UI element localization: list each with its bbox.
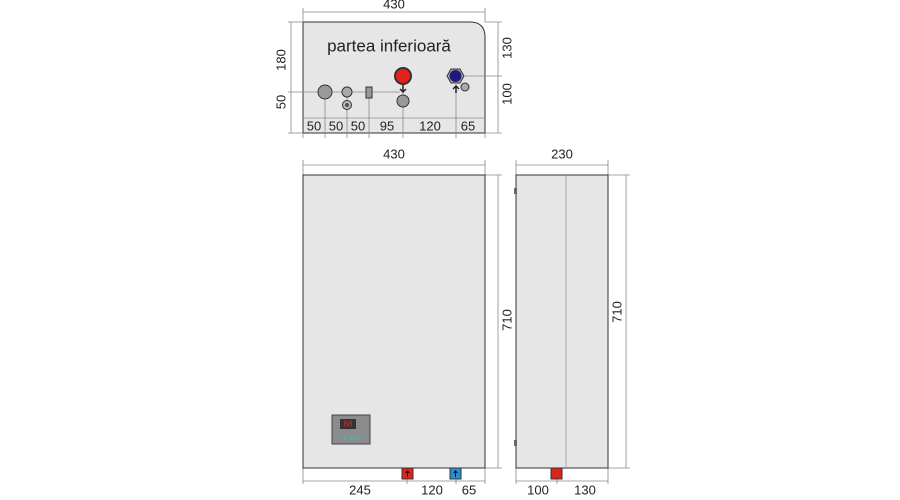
boiler-side (515, 174, 609, 469)
drain (396, 94, 410, 108)
dimension-label: 120 (419, 118, 441, 133)
switch (365, 86, 373, 99)
dimension-lines (302, 160, 502, 484)
dimension-label: 50 (307, 118, 321, 133)
valve-core (345, 103, 349, 107)
bottom-view: partea inferioară 430 180 50 130 100 50 … (273, 0, 514, 138)
bracket (514, 188, 517, 194)
dimension-label: 230 (551, 146, 573, 161)
bracket (514, 440, 517, 446)
dimension-label: 180 (273, 49, 288, 71)
dimension-label: 120 (421, 482, 443, 497)
dimension-label: 710 (609, 301, 624, 323)
button (342, 436, 346, 440)
arrow-up (452, 84, 460, 93)
boiler-front (302, 174, 486, 469)
arrow-up (453, 470, 458, 477)
cold-inlet (449, 70, 462, 82)
dimension-label: 130 (499, 37, 514, 59)
dimension-label: 50 (329, 118, 343, 133)
button (349, 436, 353, 440)
sensor (460, 82, 470, 92)
dimension-label: 65 (462, 482, 476, 497)
dimension-label: 95 (380, 118, 394, 133)
dimension-label: 130 (574, 482, 596, 497)
cable-gland (341, 86, 353, 98)
dimension-label: 65 (461, 118, 475, 133)
dimension-label: 430 (383, 0, 405, 11)
dimension-label: 100 (527, 482, 549, 497)
dimension-lines (515, 160, 630, 484)
hot-outlet (394, 67, 412, 85)
arrow-up (405, 470, 410, 477)
dimension-label: 50 (351, 118, 365, 133)
arrow-down (399, 85, 407, 94)
view-title: partea inferioară (327, 36, 451, 55)
dimension-label: 710 (499, 309, 514, 331)
dimension-label: 50 (273, 95, 288, 109)
display (340, 419, 356, 429)
connector (550, 467, 563, 480)
cable-gland (317, 84, 333, 100)
front-view: 88 430 710 245 120 65 (302, 146, 514, 497)
side-view: 230 710 100 130 (514, 146, 630, 497)
display-digits: 88 (344, 420, 353, 429)
dimension-label: 100 (499, 83, 514, 105)
button (356, 436, 360, 440)
dimension-label: 430 (383, 146, 405, 161)
dimension-label: 245 (349, 482, 371, 497)
